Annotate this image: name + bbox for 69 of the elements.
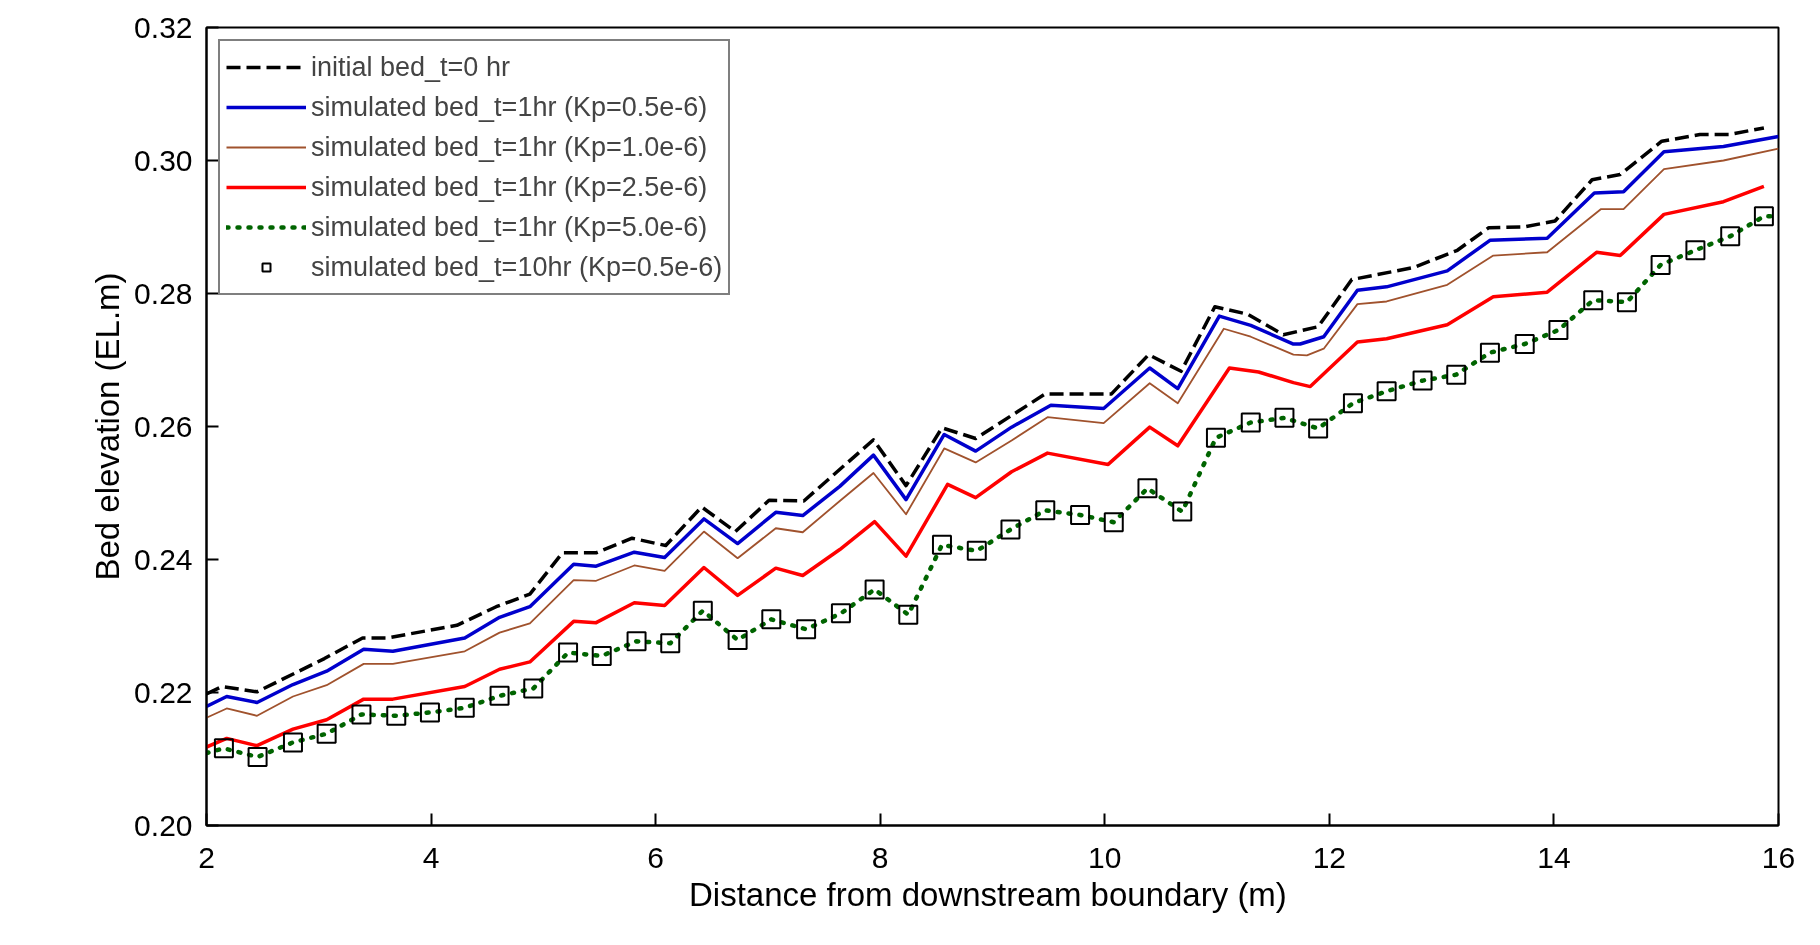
point (558, 642, 579, 663)
point (1720, 226, 1741, 247)
x-tick-label: 6 (647, 840, 664, 874)
point (1376, 381, 1397, 402)
point (692, 600, 713, 621)
point (796, 619, 817, 640)
point (931, 534, 952, 555)
point (454, 697, 475, 718)
point (1479, 342, 1500, 363)
point (523, 678, 544, 699)
y-tick-label: 0.26 (134, 409, 193, 443)
point (489, 685, 510, 706)
point (1446, 364, 1467, 385)
x-axis-title: Distance from downstream boundary (m) (688, 875, 1287, 913)
point (282, 732, 303, 753)
point (1342, 393, 1363, 414)
point (660, 633, 681, 654)
x-tick-label: 4 (422, 840, 440, 874)
point (626, 631, 647, 652)
y-tick-label: 0.30 (134, 143, 193, 177)
point (1000, 519, 1021, 540)
point (1685, 240, 1706, 261)
point (247, 747, 268, 768)
y-tick-label: 0.28 (134, 276, 193, 310)
point (727, 629, 748, 650)
point (1583, 290, 1604, 311)
point (316, 723, 337, 744)
point (1172, 501, 1193, 522)
point (1548, 320, 1569, 341)
point (898, 604, 919, 625)
point (1753, 206, 1774, 227)
y-tick-label: 0.22 (134, 675, 193, 709)
legend-label: simulated bed_t=1hr (Kp=2.5e-6) (311, 170, 708, 204)
y-tick-label: 0.20 (134, 808, 193, 842)
point (1137, 478, 1158, 499)
legend-label: simulated bed_t=10hr (Kp=0.5e-6) (311, 250, 723, 284)
x-tick-label: 14 (1537, 840, 1571, 874)
point (1205, 427, 1226, 448)
point (1412, 370, 1433, 391)
x-tick-label: 16 (1761, 840, 1796, 874)
point (351, 704, 372, 725)
y-axis-title: Bed elevation (EL.m) (89, 272, 127, 581)
y-tick-label: 0.24 (134, 542, 193, 576)
point (1103, 512, 1124, 533)
point (966, 540, 987, 561)
x-tick-label: 2 (198, 840, 215, 874)
point (1650, 254, 1671, 275)
point (1274, 407, 1295, 428)
legend-label: simulated bed_t=1hr (Kp=1.0e-6) (311, 130, 708, 164)
point (1616, 292, 1637, 313)
point (761, 609, 782, 630)
point (1070, 504, 1091, 525)
legend-label: simulated bed_t=1hr (Kp=0.5e-6) (311, 90, 708, 124)
point (419, 702, 440, 723)
point (1240, 412, 1261, 433)
point (1514, 334, 1535, 355)
point (1035, 500, 1056, 521)
legend-label: initial bed_t=0 hr (311, 50, 510, 84)
point (830, 603, 851, 624)
y-tick-label: 0.32 (134, 10, 193, 44)
point (1308, 418, 1329, 439)
point (213, 738, 234, 759)
point (591, 645, 612, 666)
x-tick-label: 8 (871, 840, 889, 874)
point (864, 579, 885, 600)
legend-label: simulated bed_t=1hr (Kp=5.0e-6) (311, 210, 708, 244)
x-tick-label: 12 (1312, 840, 1347, 874)
point (386, 705, 407, 726)
x-tick-label: 10 (1088, 840, 1122, 874)
